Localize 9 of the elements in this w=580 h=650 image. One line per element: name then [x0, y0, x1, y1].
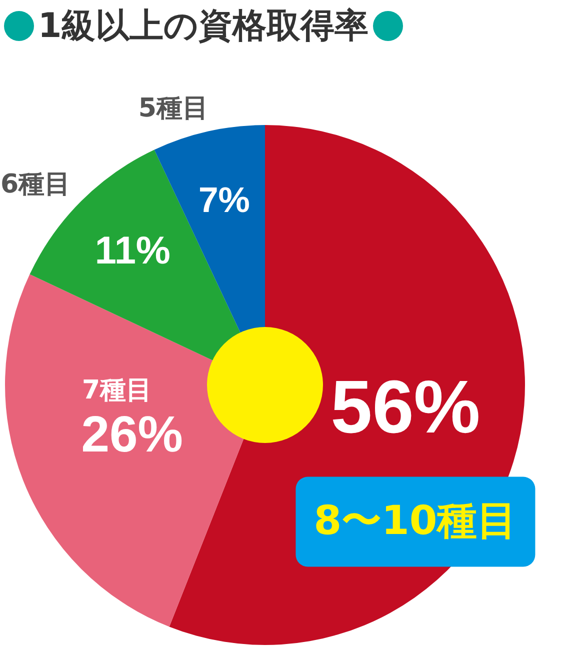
- slice-label: 5種目: [138, 94, 209, 124]
- data-label: 7%: [198, 180, 250, 220]
- data-label: 56%: [330, 364, 480, 448]
- slice-label: 7種目: [82, 376, 152, 406]
- data-label: 11%: [94, 229, 170, 272]
- data-label: 26%: [81, 406, 183, 463]
- chart-title: 1級以上の資格取得率: [38, 5, 369, 48]
- slice-label: 6種目: [0, 169, 71, 200]
- slice-label: 8〜10種目: [314, 498, 518, 544]
